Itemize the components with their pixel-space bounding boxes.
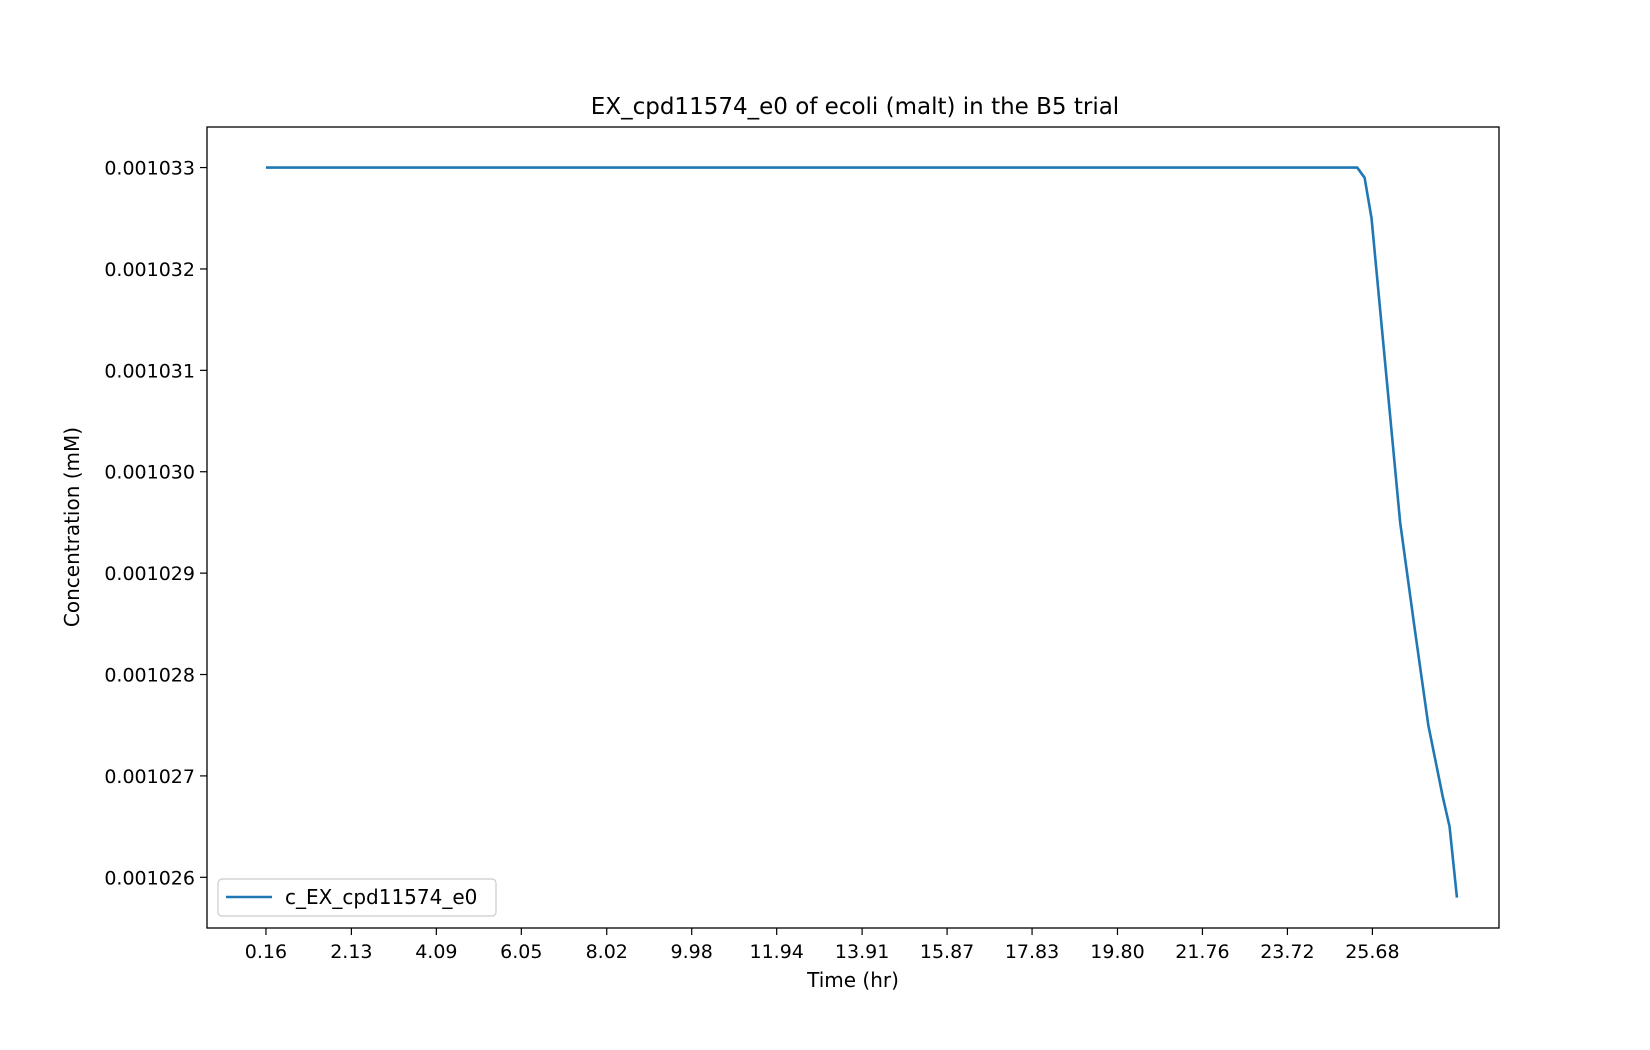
y-tick-label: 0.001032 [104,259,195,281]
x-tick-label: 25.68 [1345,941,1399,963]
y-axis-label: Concentration (mM) [60,427,84,627]
y-tick-label: 0.001031 [104,360,195,382]
legend-label: c_EX_cpd11574_e0 [285,885,477,909]
legend: c_EX_cpd11574_e0 [217,878,497,917]
x-tick-label: 17.83 [1005,941,1059,963]
chart-title: EX_cpd11574_e0 of ecoli (malt) in the B5… [591,94,1119,120]
x-tick-label: 19.80 [1090,941,1144,963]
y-tick-label: 0.001029 [104,563,195,585]
x-tick-label: 11.94 [749,941,803,963]
y-tick-label: 0.001028 [104,665,195,687]
x-tick-label: 13.91 [835,941,889,963]
y-tick-label: 0.001033 [104,158,195,180]
y-tick-label: 0.001030 [104,462,195,484]
x-axis: 0.16 2.13 4.09 6.05 8.02 9.98 11.94 13.91 15.87 1… [245,928,1400,963]
x-tick-label: 4.09 [415,941,457,963]
y-tick-label: 0.001027 [104,766,195,788]
x-tick-label: 6.05 [500,941,542,963]
x-tick-label: 8.02 [586,941,628,963]
series-line [265,166,1459,898]
plot-frame [206,126,1500,929]
x-tick-label: 0.16 [245,941,287,963]
x-axis-label: Time (hr) [806,968,899,992]
x-tick-label: 15.87 [920,941,974,963]
legend-frame [217,878,497,917]
x-tick-label: 2.13 [330,941,372,963]
x-tick-label: 23.72 [1260,941,1314,963]
y-axis: 0.001026 0.001027 0.001028 0.001029 0.001030… [104,158,207,889]
x-tick-label: 9.98 [671,941,713,963]
x-tick-label: 21.76 [1175,941,1229,963]
y-tick-label: 0.001026 [104,867,195,889]
plot-area [206,126,1500,929]
